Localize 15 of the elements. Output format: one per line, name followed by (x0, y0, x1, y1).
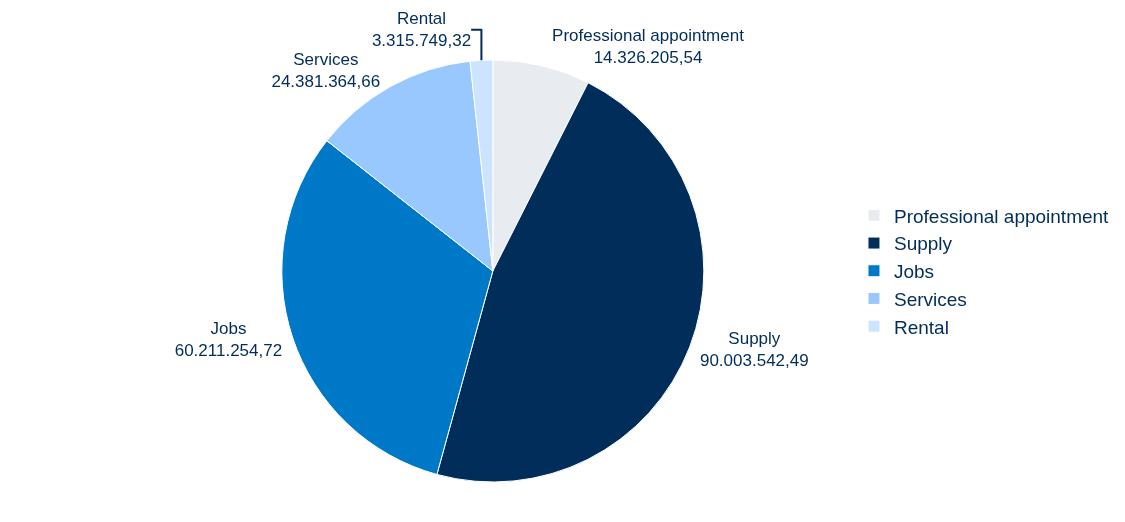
legend-label: Supply (893, 233, 953, 255)
legend-label: Professional appointment (893, 205, 1110, 227)
slice-label: Supply (728, 329, 781, 349)
slice-label: Rental (396, 9, 447, 29)
slice-label: Professional appointment (552, 25, 745, 45)
data-label: 60.211.254,72 (174, 340, 283, 360)
data-label: 3.315.749,32 (371, 31, 472, 51)
legend-label: Jobs (893, 261, 935, 283)
slice-label: Jobs (210, 318, 247, 338)
data-label: 14.326.205,54 (593, 47, 703, 67)
data-label: 90.003.542,49 (699, 351, 809, 371)
legend-label: Rental (893, 316, 949, 338)
data-label: 24.381.364,66 (271, 72, 381, 92)
slice-label: Services (293, 50, 359, 70)
legend-label: Services (893, 288, 967, 310)
